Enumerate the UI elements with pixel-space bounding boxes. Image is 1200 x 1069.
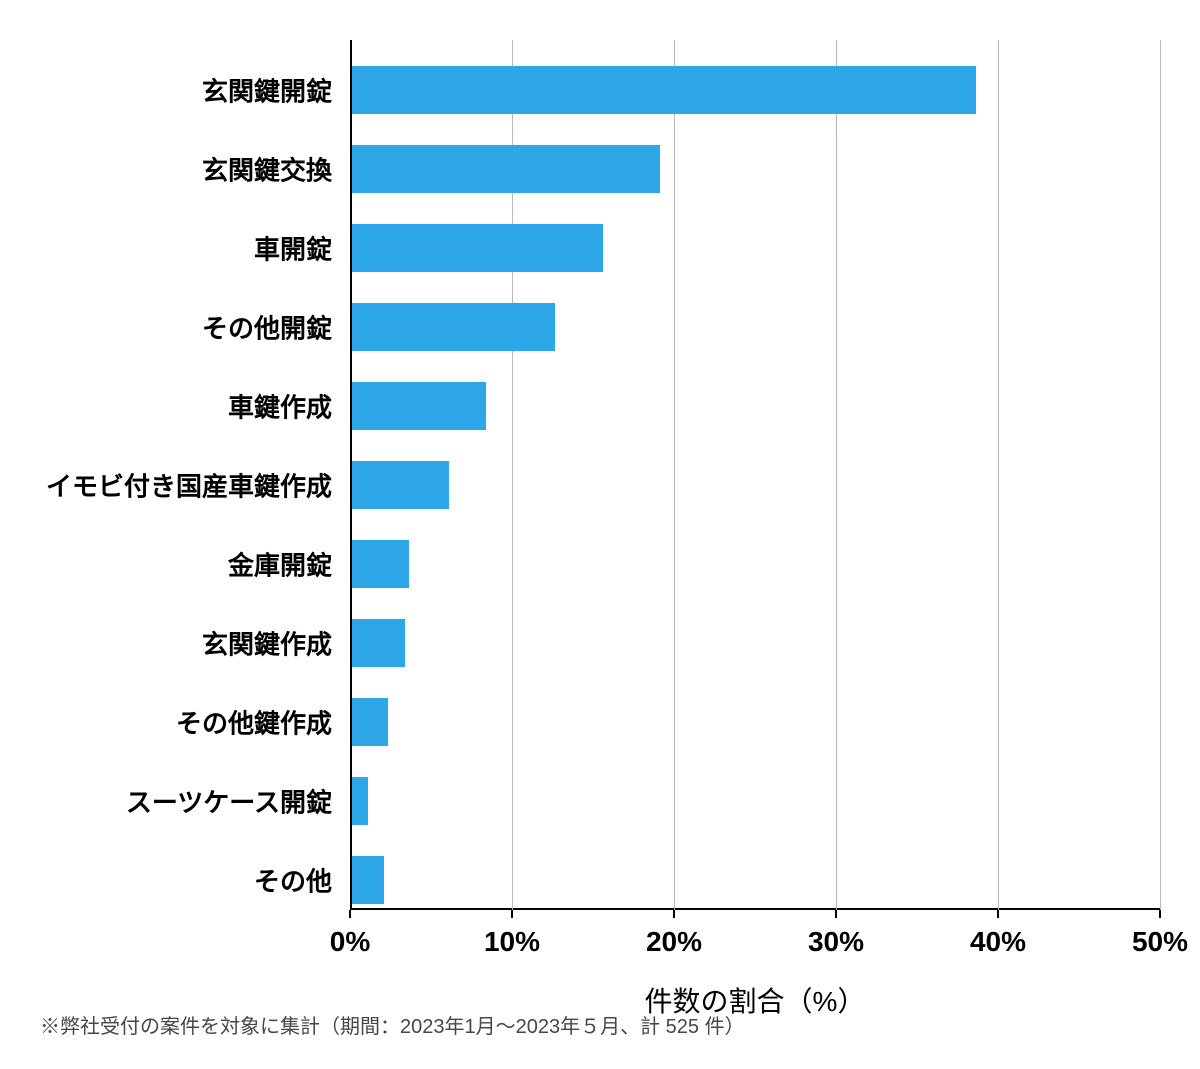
x-tick-label: 0% — [330, 926, 370, 958]
bar — [352, 303, 555, 351]
bar — [352, 145, 660, 193]
gridline — [998, 40, 999, 910]
gridline — [1160, 40, 1161, 910]
gridline — [674, 40, 675, 910]
category-label: その他開錠 — [202, 309, 350, 346]
category-label: その他鍵作成 — [176, 704, 350, 741]
category-label: 玄関鍵開錠 — [202, 72, 350, 109]
chart-footnote: ※弊社受付の案件を対象に集計（期間：2023年1月～2023年５月、計 525 … — [40, 1010, 745, 1039]
category-label: 玄関鍵作成 — [202, 625, 350, 662]
category-label: 金庫開錠 — [228, 546, 350, 583]
category-label: 玄関鍵交換 — [202, 151, 350, 188]
x-tick — [1159, 910, 1161, 918]
x-tick — [349, 910, 351, 918]
x-tick-label: 40% — [970, 926, 1026, 958]
bar — [352, 777, 368, 825]
category-label: スーツケース開錠 — [126, 783, 350, 820]
x-tick-label: 30% — [808, 926, 864, 958]
bar — [352, 66, 976, 114]
bar — [352, 382, 486, 430]
gridline — [836, 40, 837, 910]
chart-container: 件数の割合（%） 0%10%20%30%40%50%玄関鍵開錠玄関鍵交換車開錠そ… — [0, 0, 1200, 1069]
x-tick-label: 10% — [484, 926, 540, 958]
bar — [352, 698, 388, 746]
x-tick-label: 50% — [1132, 926, 1188, 958]
x-axis-line — [350, 908, 1160, 910]
bar — [352, 856, 384, 904]
bar — [352, 540, 409, 588]
x-tick — [997, 910, 999, 918]
x-tick-label: 20% — [646, 926, 702, 958]
x-tick — [673, 910, 675, 918]
category-label: イモビ付き国産車鍵作成 — [46, 467, 350, 504]
plot-area: 件数の割合（%） 0%10%20%30%40%50%玄関鍵開錠玄関鍵交換車開錠そ… — [350, 40, 1160, 910]
bar — [352, 224, 603, 272]
bar — [352, 619, 405, 667]
bar — [352, 461, 449, 509]
x-tick — [511, 910, 513, 918]
x-tick — [835, 910, 837, 918]
category-label: 車開錠 — [254, 230, 350, 267]
category-label: その他 — [254, 862, 350, 899]
category-label: 車鍵作成 — [228, 388, 350, 425]
